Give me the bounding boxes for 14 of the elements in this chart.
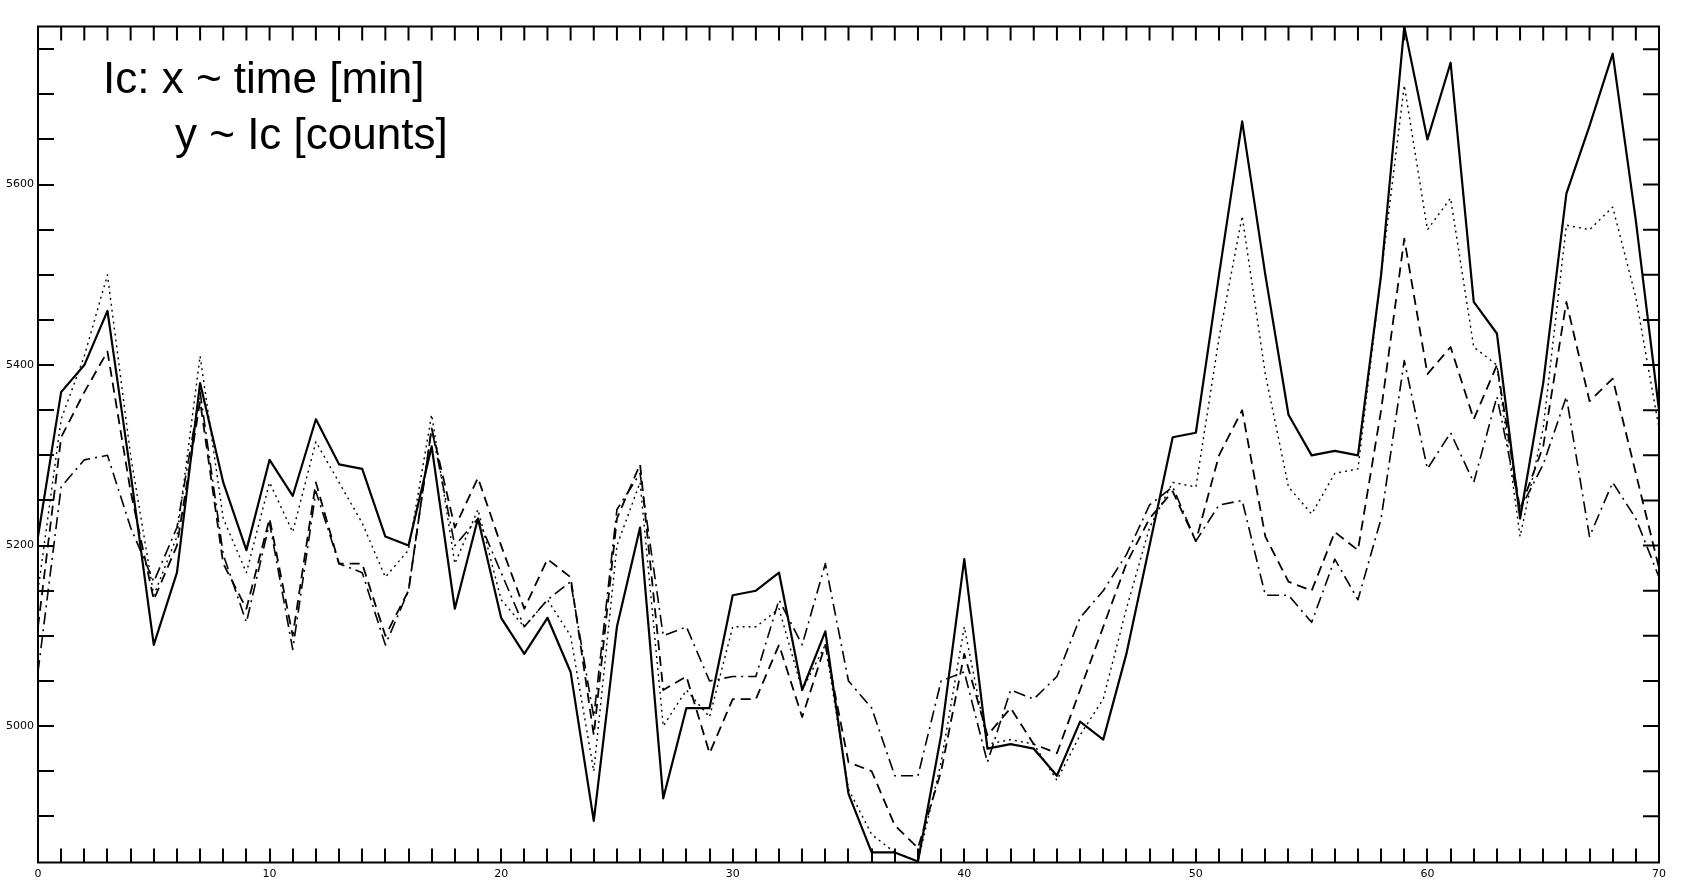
y-tick-label: 5000 bbox=[5, 718, 34, 732]
y-tick-label: 5600 bbox=[5, 177, 34, 191]
y-tick-label: 5200 bbox=[5, 538, 34, 552]
y-tick-label: 5400 bbox=[5, 357, 34, 371]
x-tick-label: 70 bbox=[1652, 866, 1666, 880]
x-tick-label: 60 bbox=[1420, 866, 1435, 880]
x-tick-label: 10 bbox=[262, 866, 277, 880]
x-tick-label: 50 bbox=[1188, 866, 1203, 880]
annotation: Ic: x ~ time [min] bbox=[102, 52, 425, 102]
x-tick-label: 0 bbox=[34, 866, 42, 880]
x-tick-label: 20 bbox=[494, 866, 509, 880]
x-tick-label: 30 bbox=[725, 866, 740, 880]
annotation: y ~ Ic [counts] bbox=[174, 108, 448, 158]
x-tick-label: 40 bbox=[957, 866, 972, 880]
